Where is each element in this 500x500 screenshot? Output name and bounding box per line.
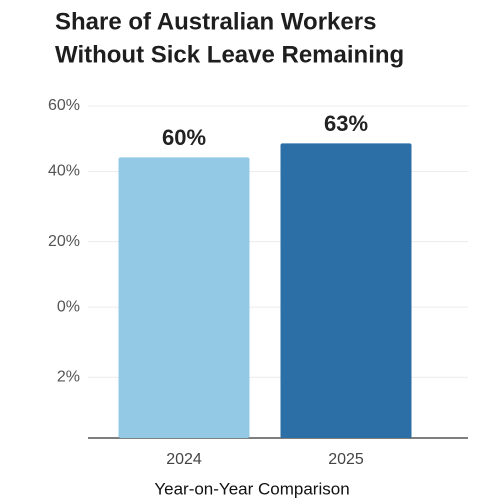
chart-title-line: Share of Australian Workers: [55, 8, 376, 35]
bar: [118, 157, 250, 438]
y-tick-label: 0%: [57, 298, 80, 315]
x-tick-label: 2024: [166, 451, 202, 468]
data-label: 60%: [162, 125, 206, 150]
x-axis-label: Year-on-Year Comparison: [154, 479, 349, 498]
x-tick-label: 2025: [328, 451, 364, 468]
chart-title-line: Without Sick Leave Remaining: [55, 41, 404, 68]
bar: [280, 143, 412, 438]
y-tick-label: 2%: [57, 368, 80, 385]
y-tick-label: 40%: [48, 163, 80, 180]
data-label: 63%: [324, 111, 368, 136]
y-tick-label: 60%: [48, 97, 80, 114]
y-tick-label: 20%: [48, 233, 80, 250]
